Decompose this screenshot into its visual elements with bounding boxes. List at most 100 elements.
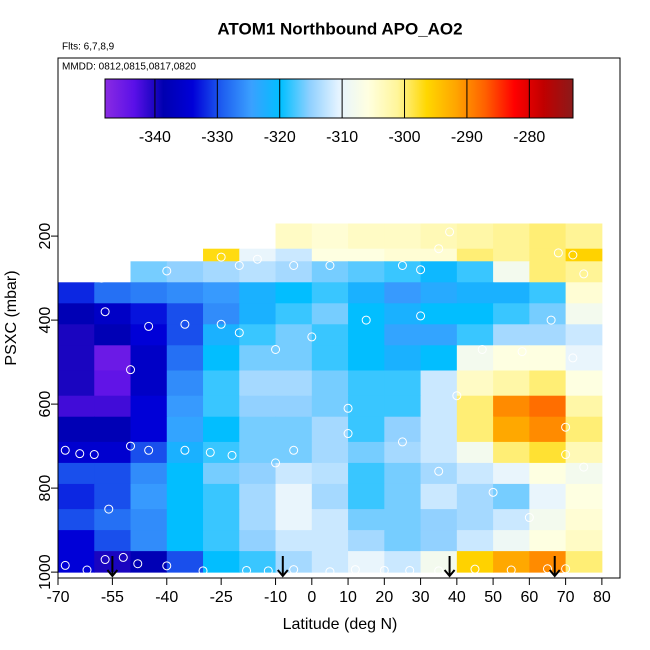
colorbar-tick-label: -300 — [389, 129, 421, 146]
y-tick-label: 600 — [37, 391, 54, 418]
heat-cell — [493, 282, 530, 304]
plot-frame — [57, 57, 621, 579]
heat-cell — [130, 282, 168, 304]
heat-cell — [565, 462, 603, 485]
heat-cell — [529, 223, 567, 250]
heat-cell — [384, 324, 422, 346]
x-tick-label: -25 — [210, 589, 233, 606]
heat-cell — [203, 483, 240, 510]
heat-cell — [348, 395, 385, 418]
heat-cell — [239, 530, 277, 552]
x-tick-label: 80 — [593, 589, 611, 606]
sample-point — [470, 564, 480, 574]
heat-cell — [203, 416, 240, 443]
heat-cell — [275, 261, 313, 283]
heat-cell — [239, 462, 277, 485]
heat-cell — [275, 282, 313, 304]
heat-cell — [565, 551, 603, 573]
heat-cell — [529, 441, 567, 464]
heat-cell — [275, 303, 313, 325]
flight-arrow — [548, 556, 561, 578]
heat-cell — [130, 261, 168, 283]
sample-point — [126, 441, 136, 451]
heat-cell — [203, 370, 240, 397]
heat-cell — [58, 303, 95, 325]
heat-cell — [166, 282, 204, 304]
heat-cell — [94, 441, 132, 464]
heat-cell — [456, 324, 494, 346]
sample-point — [405, 565, 415, 575]
sample-point — [227, 450, 237, 460]
heat-cell — [529, 303, 567, 325]
annotation: MMDD: 0812,0815,0817,0820 — [62, 62, 196, 73]
heat-cell — [130, 395, 168, 418]
heat-cell — [348, 303, 385, 325]
heat-cell — [348, 551, 385, 573]
sample-point — [133, 559, 143, 569]
heat-cell — [311, 345, 349, 372]
heat-cell — [166, 483, 204, 510]
sample-point — [325, 567, 335, 577]
heat-cell — [166, 551, 204, 573]
heat-cell — [384, 223, 422, 250]
heat-cell — [565, 483, 603, 510]
sample-point — [144, 321, 154, 331]
sample-point — [361, 315, 371, 325]
sample-point — [416, 311, 426, 321]
heat-cell — [311, 261, 349, 283]
heat-cell — [130, 530, 168, 552]
sample-point — [289, 260, 299, 270]
sample-point — [434, 244, 444, 254]
heat-cell — [130, 551, 168, 573]
heat-cell — [239, 261, 277, 283]
heat-cell — [130, 370, 168, 397]
heat-cell — [94, 530, 132, 552]
heat-cell — [311, 530, 349, 552]
sample-point — [579, 269, 589, 279]
heat-cell — [311, 282, 349, 304]
heat-cell — [420, 441, 458, 464]
heat-cell — [456, 282, 494, 304]
heat-cell — [311, 509, 349, 531]
heat-cell — [348, 509, 385, 531]
heat-cell — [565, 248, 603, 262]
heat-cell — [456, 462, 494, 485]
heat-cell — [420, 416, 458, 443]
heat-cell — [348, 248, 385, 262]
heat-cell — [420, 248, 458, 262]
sample-point — [579, 462, 589, 472]
sample-point — [307, 332, 317, 342]
heat-cell — [348, 416, 385, 443]
heat-cell — [58, 509, 95, 531]
sample-point — [205, 447, 215, 457]
sample-point — [561, 422, 571, 432]
sample-point — [180, 319, 190, 329]
y-tick-label: 400 — [37, 307, 54, 334]
sample-point — [252, 254, 262, 264]
heat-cell — [130, 324, 168, 346]
flight-arrow — [106, 556, 119, 578]
x-tick-label: -55 — [101, 589, 124, 606]
heat-cell — [565, 441, 603, 464]
heat-cell — [456, 441, 494, 464]
heat-cell — [275, 483, 313, 510]
sample-point — [542, 564, 552, 574]
sample-point — [97, 273, 107, 283]
heat-cell — [529, 416, 567, 443]
sample-point — [350, 565, 360, 575]
heat-cell — [58, 324, 95, 346]
sample-point — [162, 561, 172, 571]
sample-point — [289, 445, 299, 455]
heat-cell — [58, 416, 95, 443]
heat-cell — [275, 395, 313, 418]
sample-point — [271, 345, 281, 355]
sample-point — [60, 445, 70, 455]
heat-cell — [166, 303, 204, 325]
heat-cell — [275, 416, 313, 443]
colorbar-tick-label: -290 — [451, 129, 483, 146]
heat-cell — [493, 261, 530, 283]
sample-point — [60, 560, 70, 570]
heat-cell — [565, 282, 603, 304]
heat-cell — [529, 462, 567, 485]
